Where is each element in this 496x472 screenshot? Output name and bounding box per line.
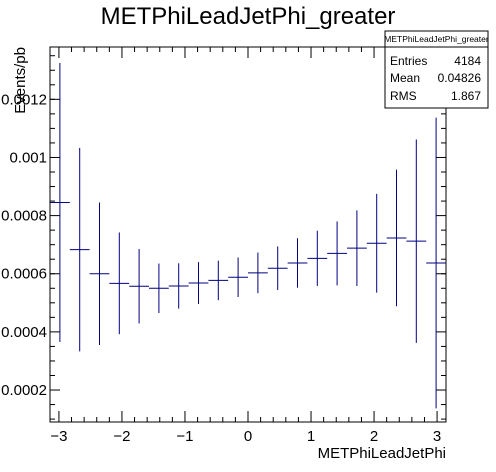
x-tick-label: −3 — [50, 428, 67, 445]
stats-box: METPhiLeadJetPhi_greater Entries 4184 Me… — [384, 30, 489, 109]
histogram-bin — [307, 230, 328, 286]
histogram-bin — [347, 210, 367, 286]
chart-title: METPhiLeadJetPhi_greater — [101, 3, 396, 30]
x-tick-label: 2 — [370, 428, 378, 445]
histogram-bins — [50, 62, 446, 409]
histogram-bin — [188, 262, 209, 304]
histogram-bin — [406, 139, 427, 343]
stats-box-frame — [384, 30, 489, 109]
x-axis-label: METPhiLeadJetPhi — [318, 445, 446, 462]
stats-mean-value: 0.04826 — [438, 71, 482, 85]
y-tick-label: 0.0008 — [1, 208, 47, 225]
x-tick-label: −1 — [176, 428, 193, 445]
x-tick-label: 1 — [307, 428, 315, 445]
y-tick-label: 0.0004 — [1, 324, 47, 341]
y-axis-label: Events/pb — [12, 47, 29, 114]
x-axis: −3 −2 −1 0 1 2 3 — [50, 47, 441, 445]
histogram-bin — [327, 221, 347, 286]
y-tick-label: 0.0002 — [1, 382, 47, 399]
stats-entries-value: 4184 — [454, 54, 481, 68]
y-tick-label: 0.0012 — [1, 91, 47, 108]
histogram-bin — [168, 263, 189, 309]
histogram-bin — [287, 238, 308, 288]
x-tick-label: 3 — [433, 428, 441, 445]
stats-box-title: METPhiLeadJetPhi_greater — [384, 34, 489, 44]
histogram-bin — [426, 117, 446, 409]
histogram-bin — [50, 62, 70, 343]
histogram-bin — [386, 169, 407, 307]
stats-entries-label: Entries — [390, 54, 427, 68]
x-tick-label: 0 — [244, 428, 252, 445]
histogram-bin — [267, 246, 288, 291]
histogram-bin — [366, 193, 387, 293]
histogram-bin — [149, 263, 169, 313]
stats-rms-value: 1.867 — [451, 89, 481, 103]
y-axis: 0.0002 0.0004 0.0006 0.0008 0.001 0.0012 — [1, 55, 446, 420]
stats-mean-label: Mean — [390, 71, 420, 85]
x-tick-label: −2 — [113, 428, 130, 445]
histogram-bin — [69, 147, 90, 352]
y-tick-label: 0.0006 — [1, 266, 47, 283]
histogram-bin — [89, 202, 110, 345]
histogram-bin — [208, 260, 229, 301]
histogram-bin — [248, 252, 268, 294]
histogram-bin — [129, 249, 149, 324]
histogram-bin — [109, 232, 130, 335]
stats-rms-label: RMS — [390, 89, 417, 103]
histogram-bin — [228, 257, 248, 297]
y-tick-label: 0.001 — [9, 149, 47, 166]
